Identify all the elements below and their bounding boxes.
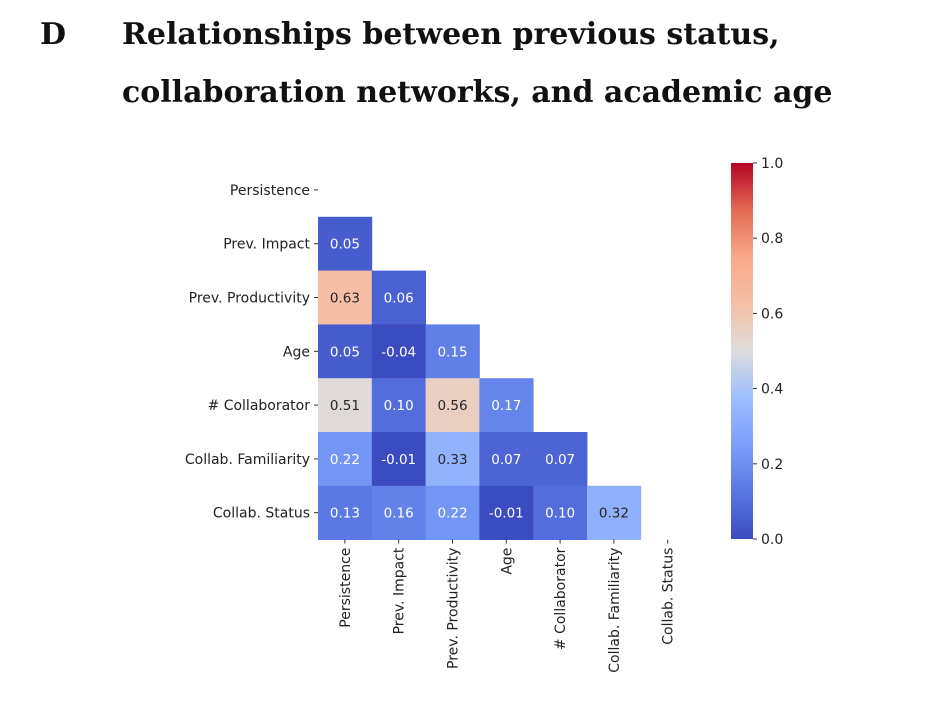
cell-value-label: 0.10 <box>545 506 575 522</box>
heatmap-cell <box>479 378 534 433</box>
heatmap-cell <box>479 485 534 540</box>
x-tick-label: Persistence <box>338 548 354 628</box>
heatmap-cell <box>425 324 480 379</box>
heatmap-cell <box>318 378 373 433</box>
heatmap-cell <box>371 378 426 433</box>
cell-value-label: 0.07 <box>545 452 575 468</box>
y-tick-label: Prev. Productivity <box>189 291 310 307</box>
colorbar-tick-label: 0.4 <box>761 382 783 398</box>
colorbar-tick-label: 0.8 <box>761 231 783 247</box>
cell-value-label: 0.15 <box>437 344 467 360</box>
cell-value-label: 0.51 <box>330 398 360 414</box>
heatmap-cell <box>371 324 426 379</box>
section-letter: D <box>40 17 67 52</box>
heatmap-cell <box>425 378 480 433</box>
x-tick-label: Age <box>499 548 515 575</box>
cell-value-label: -0.01 <box>489 506 524 522</box>
heatmap-cell <box>425 485 480 540</box>
colorbar: 0.0 0.2 0.4 0.6 0.8 1.0 <box>731 156 783 548</box>
x-tick-label: Collab. Status <box>661 548 677 645</box>
heatmap-cell <box>371 270 426 325</box>
heatmap-cells: 0.05 0.63 0.06 0.05 -0.04 0.15 0.51 0.10 0.56 0.1… <box>318 216 642 540</box>
cell-value-label: 0.32 <box>599 506 629 522</box>
colorbar-ticks: 0.0 0.2 0.4 0.6 0.8 1.0 <box>753 156 783 548</box>
x-axis-labels: Persistence Prev. Impact Prev. Productivit… <box>338 539 677 673</box>
colorbar-tick-label: 0.0 <box>761 532 783 548</box>
y-tick-label: Persistence <box>230 183 310 199</box>
x-tick-label: Prev. Productivity <box>446 548 462 669</box>
cell-value-label: 0.05 <box>330 344 360 360</box>
section-title: Relationships between previous status, c… <box>122 17 833 110</box>
colorbar-tick-label: 0.2 <box>761 457 783 473</box>
heatmap-cell <box>318 270 373 325</box>
y-tick-label: Collab. Familiarity <box>185 452 310 468</box>
cell-value-label: 0.07 <box>491 452 521 468</box>
cell-value-label: 0.10 <box>384 398 414 414</box>
cell-value-label: 0.13 <box>330 506 360 522</box>
colorbar-gradient <box>731 163 753 539</box>
cell-value-label: 0.16 <box>384 506 414 522</box>
heatmap-cell <box>533 485 588 540</box>
x-tick-label: # Collaborator <box>553 547 569 650</box>
y-tick-label: Collab. Status <box>213 506 310 522</box>
cell-value-label: 0.33 <box>437 452 467 468</box>
heatmap-cell <box>587 485 642 540</box>
heatmap-cell <box>318 432 373 487</box>
y-tick-label: Age <box>283 344 310 360</box>
cell-value-label: -0.01 <box>381 452 416 468</box>
cell-value-label: 0.22 <box>437 506 467 522</box>
y-tick-label: Prev. Impact <box>223 237 310 253</box>
cell-value-label: 0.22 <box>330 452 360 468</box>
colorbar-tick-label: 1.0 <box>761 156 783 172</box>
heatmap-cell <box>318 216 373 271</box>
y-tick-label: # Collaborator <box>208 398 311 414</box>
cell-value-label: 0.05 <box>330 237 360 253</box>
heatmap-cell <box>371 432 426 487</box>
x-tick-label: Collab. Familiarity <box>607 548 623 673</box>
cell-value-label: 0.56 <box>437 398 467 414</box>
heatmap-cell <box>533 432 588 487</box>
cell-value-label: 0.17 <box>491 398 521 414</box>
cell-value-label: -0.04 <box>381 344 416 360</box>
heatmap-cell <box>479 432 534 487</box>
heatmap-cell <box>371 485 426 540</box>
heatmap-cell <box>425 432 480 487</box>
cell-value-label: 0.63 <box>330 291 360 307</box>
y-axis-labels: Persistence Prev. Impact Prev. Productivit… <box>185 183 318 522</box>
heatmap-cell <box>318 324 373 379</box>
cell-value-label: 0.06 <box>384 291 414 307</box>
heatmap-cell <box>318 485 373 540</box>
colorbar-tick-label: 0.6 <box>761 306 783 322</box>
x-tick-label: Prev. Impact <box>392 547 408 634</box>
